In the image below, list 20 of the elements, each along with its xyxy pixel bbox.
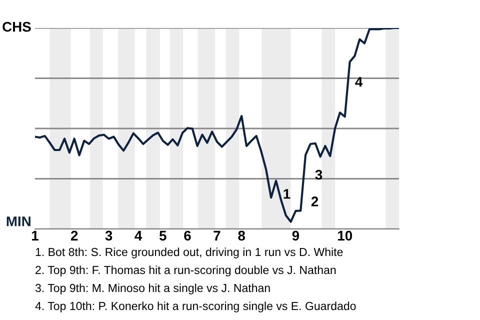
x-tick-label: 8 [238, 230, 246, 241]
annotation: 1 [284, 189, 290, 199]
x-tick-label: 2 [70, 230, 78, 240]
annotation: 2 [311, 196, 318, 206]
x-tick-label: 6 [184, 230, 191, 241]
x-tick-label: 7 [214, 230, 220, 240]
text: 2. Top 9th: F. Thomas hit a run-scoring double vs J. Nathan [36, 266, 336, 276]
text: MIN [6, 216, 30, 226]
x-tick-label: 4 [134, 230, 142, 240]
x-tick-label: 9 [292, 230, 300, 241]
x-tick-label: 5 [159, 230, 166, 241]
x-tick-label: 3 [105, 230, 112, 241]
text: 4. Top 10th: P. Konerko hit a run-scoring single vs E. Guardado [35, 302, 356, 312]
annotation: 3 [315, 170, 322, 180]
text: 3. Top 9th: M. Minoso hit a single vs J. Nathan [35, 284, 270, 294]
annotation: 4 [355, 77, 363, 87]
text: CHS [2, 22, 31, 32]
x-tick-label: 10 [338, 230, 352, 241]
text: 1. Bot 8th: S. Rice grounded out, driving in 1 run vs D. White [36, 248, 343, 258]
x-tick-label: 1 [32, 230, 38, 240]
